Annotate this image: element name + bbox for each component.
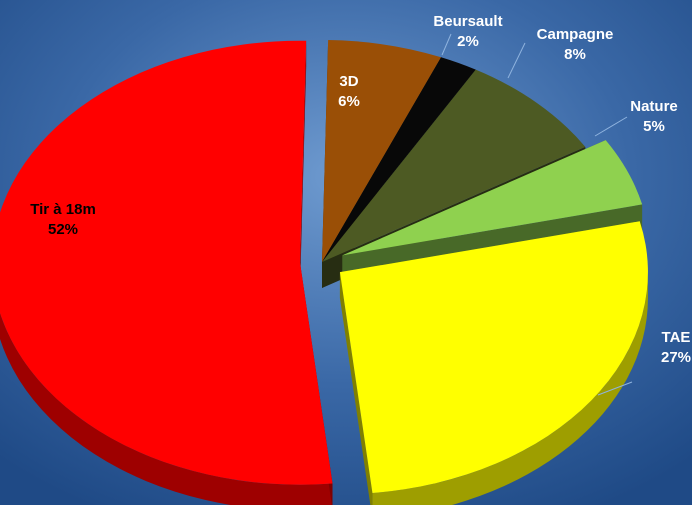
pie-slice-3d [322,40,442,262]
slice-category-label: Tir à 18m [30,201,96,218]
slice-category-label: Campagne [537,26,614,43]
slice-value-label: 2% [457,33,479,50]
pie-slice-beursault [322,57,476,262]
slice-category-label: 3D [339,73,358,90]
leader-line [441,33,452,56]
slice-wall-tir-18m [300,40,307,289]
slice-label-3d: 3D 6% [338,73,360,110]
leader-line [594,116,628,137]
slice-value-label: 5% [643,118,665,135]
pie-slice-tir-18m [0,40,333,485]
slice-value-label: 27% [661,349,691,366]
slice-labels: 3D 6%Beursault 2% Campagne 8%Nature 5%TAE 27%T… [30,13,691,366]
slice-category-label: Beursault [433,13,502,30]
pie-slice-tops [0,40,648,493]
slice-wall-tae [339,272,373,505]
slice-category-label: TAE [662,329,691,346]
leader-line [507,42,526,79]
pie-slice-tae [339,221,648,493]
slice-label-campagne: Campagne 8% [537,26,614,63]
leader-lines [441,33,633,396]
slice-label-nature: Nature 5% [630,98,678,135]
slice-side-tae [372,272,648,505]
leader-line [597,381,633,396]
slice-label-tir-18m: Tir à 18m 52% [30,201,96,238]
slice-category-label: Nature [630,98,678,115]
slice-value-label: 6% [338,93,360,110]
slice-value-label: 8% [564,46,586,63]
slice-label-beursault: Beursault 2% [433,13,502,50]
slice-label-tae: TAE 27% [661,329,691,366]
slice-side-tir-18m [0,312,333,505]
pie-slice-campagne [322,69,586,262]
pie-slice-nature [342,140,643,256]
slice-value-label: 52% [48,221,78,238]
